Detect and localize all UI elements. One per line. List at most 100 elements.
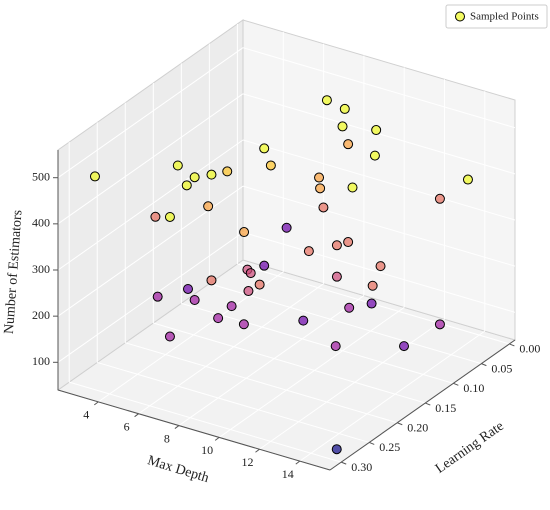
point <box>226 301 237 312</box>
y-axis-title: Learning Rate <box>433 419 507 477</box>
point <box>164 331 175 342</box>
tick-mark <box>295 460 301 465</box>
point <box>152 291 163 302</box>
point <box>303 246 314 257</box>
point <box>314 172 325 183</box>
grid-line <box>178 295 365 426</box>
point <box>222 166 233 177</box>
point <box>298 315 309 326</box>
point <box>206 275 217 286</box>
grid-line <box>181 302 454 384</box>
grid-line <box>209 283 482 365</box>
point <box>367 280 378 291</box>
point <box>164 211 175 222</box>
tick-mark <box>481 363 487 367</box>
point <box>369 150 380 161</box>
z-tick-label: 300 <box>32 262 50 276</box>
y-tick-label: 0.20 <box>407 420 428 434</box>
point <box>339 103 350 114</box>
z-tick-label: 200 <box>32 308 50 322</box>
point <box>189 295 200 306</box>
x-tick-label: 14 <box>282 467 294 481</box>
grid-line <box>138 283 324 415</box>
z-tick-label: 400 <box>32 216 50 230</box>
point <box>189 172 200 183</box>
point <box>245 268 256 279</box>
tick-mark <box>425 402 431 406</box>
point <box>89 171 100 182</box>
grid-line <box>242 139 516 221</box>
grid-line <box>57 93 244 225</box>
y-tick-label: 0.05 <box>491 361 512 375</box>
point <box>243 286 254 297</box>
point <box>331 271 342 282</box>
point <box>315 183 326 194</box>
grid-line <box>218 306 405 438</box>
point <box>434 193 445 204</box>
y-tick-label: 0.00 <box>519 342 540 356</box>
z-tick-label: 500 <box>32 169 50 183</box>
grid-line <box>57 47 244 179</box>
y-tick-label: 0.10 <box>463 381 484 395</box>
point <box>259 260 270 271</box>
panes <box>53 19 517 471</box>
tick-mark <box>174 425 180 429</box>
tick-mark <box>397 422 403 426</box>
point <box>434 319 445 330</box>
point <box>181 180 192 191</box>
tick-mark <box>509 343 515 347</box>
point <box>343 237 354 248</box>
point <box>238 319 249 330</box>
point <box>331 240 342 251</box>
point <box>239 227 250 238</box>
point <box>265 160 276 171</box>
point <box>330 341 341 352</box>
point <box>375 261 386 272</box>
x-tick-label: 8 <box>164 431 170 445</box>
grid-line <box>97 361 370 443</box>
tick-mark <box>341 461 347 465</box>
point <box>259 143 270 154</box>
grid-line <box>69 381 342 463</box>
grid-line <box>259 318 445 450</box>
point <box>206 169 217 180</box>
legend: Sampled Points <box>445 4 548 29</box>
grid-line <box>242 185 516 267</box>
point <box>462 174 473 185</box>
tick-mark <box>369 441 375 445</box>
z-axis-title: Number of Estimators <box>2 209 26 334</box>
x-tick-label: 6 <box>124 419 130 433</box>
y-tick-label: 0.30 <box>351 460 372 474</box>
legend-marker <box>455 11 465 22</box>
point <box>366 298 377 309</box>
z-tick-label: 100 <box>32 354 50 368</box>
grid-line <box>153 322 426 404</box>
x-tick-label: 4 <box>83 408 89 422</box>
tick-mark <box>255 448 260 453</box>
tick-mark <box>93 401 99 406</box>
point <box>331 444 342 455</box>
grid-line <box>57 231 244 363</box>
point <box>182 283 193 294</box>
point <box>344 302 355 313</box>
point <box>150 211 161 222</box>
grid-line <box>57 139 244 271</box>
tick-mark <box>214 437 220 441</box>
tick-mark <box>134 413 139 418</box>
point <box>399 341 410 352</box>
point <box>343 139 354 150</box>
point <box>203 201 214 212</box>
point <box>254 279 265 290</box>
x-tick-label: 10 <box>201 443 213 457</box>
point <box>213 313 224 324</box>
y-tick-label: 0.25 <box>379 440 400 454</box>
point <box>172 160 183 171</box>
x-tick-label: 12 <box>241 455 253 469</box>
axis-line <box>329 339 516 471</box>
grid-line <box>242 231 516 313</box>
x-axis-title: Max Depth <box>146 453 211 486</box>
point <box>371 125 382 136</box>
point <box>337 121 348 132</box>
point <box>318 202 329 213</box>
